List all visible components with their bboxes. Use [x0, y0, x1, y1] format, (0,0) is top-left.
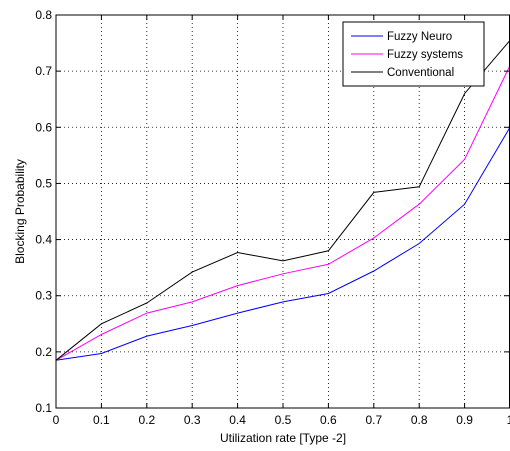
y-tick-label: 0.6 [35, 120, 52, 134]
legend-label-1: Fuzzy Neuro [387, 31, 452, 43]
x-tick-label: 0.5 [275, 413, 292, 427]
legend-label-2: Fuzzy systems [387, 49, 463, 61]
y-tick-label: 0.8 [35, 8, 52, 22]
x-tick-label: 0.9 [456, 413, 473, 427]
x-tick-label: 1 [507, 413, 510, 427]
x-tick-label: 0.7 [365, 413, 382, 427]
series-lines [55, 39, 510, 361]
series-line-1 [55, 127, 510, 361]
y-tick-label: 0.4 [35, 233, 52, 247]
y-tick-label: 0.1 [35, 401, 52, 415]
grid [56, 15, 510, 408]
legend: Fuzzy Neuro Fuzzy systems Conventional [342, 21, 485, 87]
y-tick-label: 0.7 [35, 64, 52, 78]
x-tick-label: 0.8 [411, 413, 428, 427]
x-tick-label: 0.2 [138, 413, 155, 427]
y-tick-label: 0.2 [35, 345, 52, 359]
y-tick-label: 0.3 [35, 289, 52, 303]
x-tick-label: 0.6 [320, 413, 337, 427]
x-tick-label: 0.1 [93, 413, 110, 427]
x-tick-label: 0.4 [229, 413, 246, 427]
series-line-2 [55, 65, 510, 361]
x-tick-label: 0 [53, 413, 60, 427]
y-axis-label: Blocking Probability [13, 159, 27, 264]
x-tick-label: 0.3 [184, 413, 201, 427]
y-tick-label: 0.5 [35, 176, 52, 190]
legend-label-3: Conventional [387, 67, 454, 79]
axis-ticks: 00.10.20.30.40.50.60.70.80.910.10.20.30.… [35, 8, 510, 427]
series-line-3 [55, 39, 510, 361]
x-axis-label: Utilization rate [Type -2] [220, 431, 346, 445]
